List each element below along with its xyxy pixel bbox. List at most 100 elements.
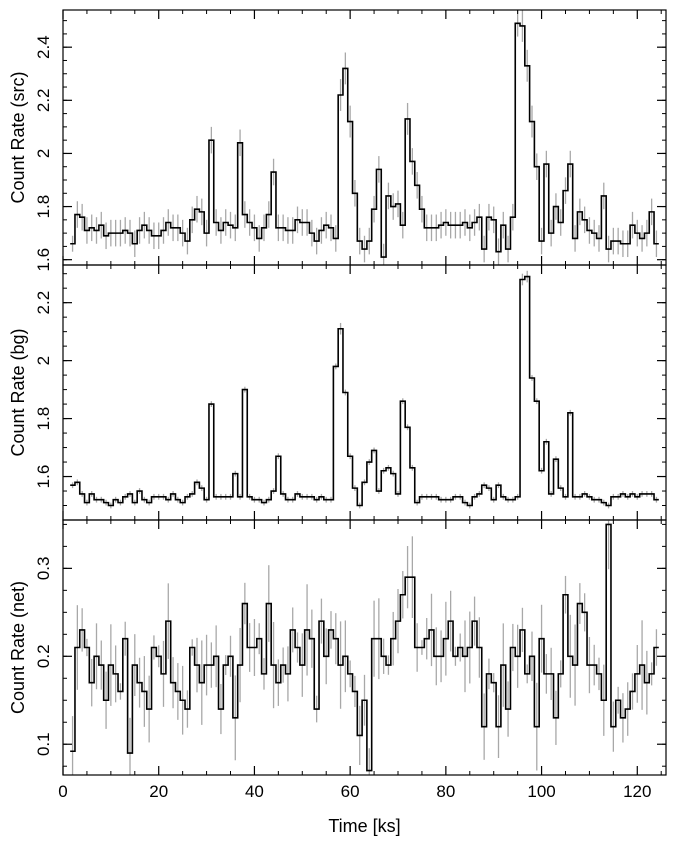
data-point <box>560 221 562 224</box>
data-point <box>292 629 294 631</box>
data-point <box>282 493 284 495</box>
data-point <box>502 224 504 226</box>
data-point <box>115 232 117 234</box>
data-point <box>234 717 236 719</box>
data-point <box>335 365 337 368</box>
data-point <box>335 638 337 640</box>
data-point <box>497 251 500 253</box>
data-point <box>483 484 485 486</box>
y-axis-label: Count Rate (bg) <box>8 328 28 456</box>
data-point <box>612 240 614 242</box>
data-point <box>162 229 165 232</box>
data-point <box>397 620 399 622</box>
data-point <box>560 673 562 675</box>
data-point <box>402 594 404 596</box>
data-point <box>229 655 232 657</box>
data-point <box>373 449 375 452</box>
data-point <box>512 646 514 649</box>
data-point <box>292 499 294 501</box>
y-tick-label: 1.6 <box>34 248 53 272</box>
data-point <box>71 750 74 752</box>
data-point <box>306 496 308 498</box>
data-point <box>100 224 102 226</box>
data-point <box>607 248 610 250</box>
data-point <box>406 118 409 120</box>
data-point <box>81 629 83 631</box>
data-point <box>172 493 174 495</box>
data-point <box>579 211 581 213</box>
data-point <box>536 400 538 402</box>
data-point <box>205 499 208 501</box>
data-point <box>550 493 552 495</box>
data-point <box>416 502 418 504</box>
data-point <box>81 216 83 218</box>
data-point <box>564 496 567 498</box>
data-point <box>560 487 562 489</box>
data-point <box>574 496 576 498</box>
data-point <box>359 504 361 507</box>
data-point <box>263 673 265 675</box>
data-point <box>272 171 275 173</box>
error-bars <box>71 270 658 509</box>
y-tick-label: 1.8 <box>34 195 53 219</box>
data-point <box>435 227 437 229</box>
data-point <box>603 195 605 197</box>
data-point <box>622 243 624 245</box>
data-point <box>363 481 366 483</box>
data-point <box>392 638 394 640</box>
data-point <box>172 227 174 229</box>
data-point <box>440 655 442 657</box>
data-point <box>134 502 136 504</box>
data-point <box>344 391 346 394</box>
data-point <box>239 496 241 498</box>
data-point <box>512 499 514 501</box>
data-point <box>440 224 442 226</box>
data-point <box>368 770 370 772</box>
y-tick-label: 2.4 <box>34 35 53 59</box>
data-point <box>440 499 442 501</box>
data-point <box>387 195 390 197</box>
data-point <box>124 638 126 640</box>
data-point <box>162 496 165 498</box>
data-point <box>555 717 557 719</box>
data-point <box>655 499 658 501</box>
data-point <box>488 216 490 218</box>
data-point <box>110 664 112 666</box>
y-axis-label: Count Rate (net) <box>8 581 28 714</box>
data-point <box>392 205 394 208</box>
data-point <box>574 664 576 666</box>
y-tick-label: 0.2 <box>34 644 53 668</box>
data-point <box>296 646 299 649</box>
data-point <box>296 493 299 495</box>
data-point <box>531 655 533 657</box>
data-point <box>579 496 581 498</box>
data-point <box>268 499 270 501</box>
data-point <box>287 499 289 501</box>
data-point <box>402 400 404 402</box>
data-point <box>186 240 189 242</box>
data-point <box>493 219 495 221</box>
data-point <box>378 490 380 492</box>
data-point <box>421 646 423 649</box>
data-point <box>641 493 643 495</box>
data-point <box>301 664 303 666</box>
panel-3: 0.1 0.2 0.3 0 20 40 60 80 100 120 Time [ks] Count R… <box>8 519 667 836</box>
data-point <box>330 227 332 229</box>
data-point <box>536 166 538 168</box>
data-point <box>550 673 552 675</box>
data-point <box>148 708 150 710</box>
data-point <box>617 496 619 498</box>
data-point <box>349 673 351 675</box>
data-point <box>517 655 519 657</box>
data-point <box>517 22 519 24</box>
data-point <box>296 219 299 221</box>
data-point <box>646 682 648 684</box>
data-point <box>186 708 189 710</box>
data-point <box>186 496 189 498</box>
data-point <box>588 496 591 498</box>
data-point <box>100 664 102 666</box>
data-point <box>201 487 203 489</box>
data-point <box>359 734 361 737</box>
data-point <box>469 504 471 507</box>
data-point <box>454 655 457 657</box>
